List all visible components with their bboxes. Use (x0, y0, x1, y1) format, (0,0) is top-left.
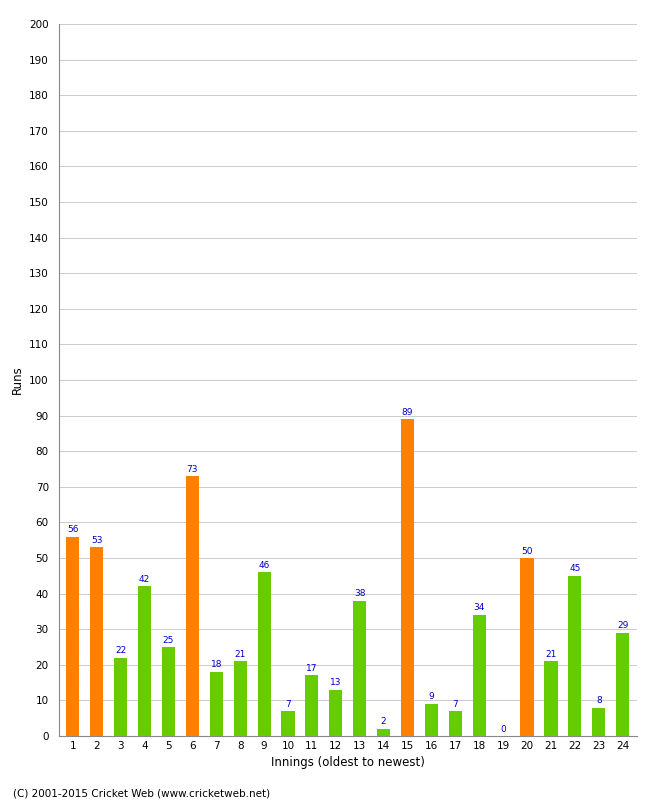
Bar (401, 419, 414, 736)
Bar (210, 672, 223, 736)
Text: 7: 7 (285, 699, 291, 709)
Bar (353, 601, 367, 736)
Text: 38: 38 (354, 590, 365, 598)
Text: 34: 34 (474, 603, 485, 613)
Text: 21: 21 (235, 650, 246, 658)
Bar (186, 476, 199, 736)
Bar (90, 547, 103, 736)
Text: 2: 2 (381, 718, 386, 726)
Text: 73: 73 (187, 465, 198, 474)
Bar (281, 711, 294, 736)
Text: 50: 50 (521, 546, 533, 555)
Text: 22: 22 (115, 646, 126, 655)
Text: 8: 8 (596, 696, 602, 705)
Text: 53: 53 (91, 536, 103, 545)
Text: 45: 45 (569, 564, 580, 574)
Bar (162, 647, 175, 736)
Text: 56: 56 (67, 525, 79, 534)
Text: 42: 42 (139, 575, 150, 584)
Text: 21: 21 (545, 650, 556, 658)
Text: (C) 2001-2015 Cricket Web (www.cricketweb.net): (C) 2001-2015 Cricket Web (www.cricketwe… (13, 788, 270, 798)
Text: 46: 46 (259, 561, 270, 570)
Text: 0: 0 (500, 725, 506, 734)
Text: 89: 89 (402, 408, 413, 417)
Text: 13: 13 (330, 678, 341, 687)
Bar (568, 576, 581, 736)
Bar (521, 558, 534, 736)
Bar (473, 615, 486, 736)
Bar (425, 704, 438, 736)
Text: 29: 29 (617, 622, 629, 630)
Bar (616, 633, 629, 736)
Bar (138, 586, 151, 736)
Bar (592, 707, 605, 736)
Bar (448, 711, 462, 736)
Bar (114, 658, 127, 736)
Text: 7: 7 (452, 699, 458, 709)
Text: 25: 25 (162, 635, 174, 645)
Text: 18: 18 (211, 661, 222, 670)
Bar (306, 675, 318, 736)
Y-axis label: Runs: Runs (10, 366, 23, 394)
Bar (544, 662, 558, 736)
Bar (329, 690, 343, 736)
Text: 17: 17 (306, 664, 318, 673)
Bar (377, 729, 390, 736)
Bar (66, 537, 79, 736)
Bar (233, 662, 247, 736)
Text: 9: 9 (428, 693, 434, 702)
Bar (257, 572, 270, 736)
X-axis label: Innings (oldest to newest): Innings (oldest to newest) (271, 757, 424, 770)
